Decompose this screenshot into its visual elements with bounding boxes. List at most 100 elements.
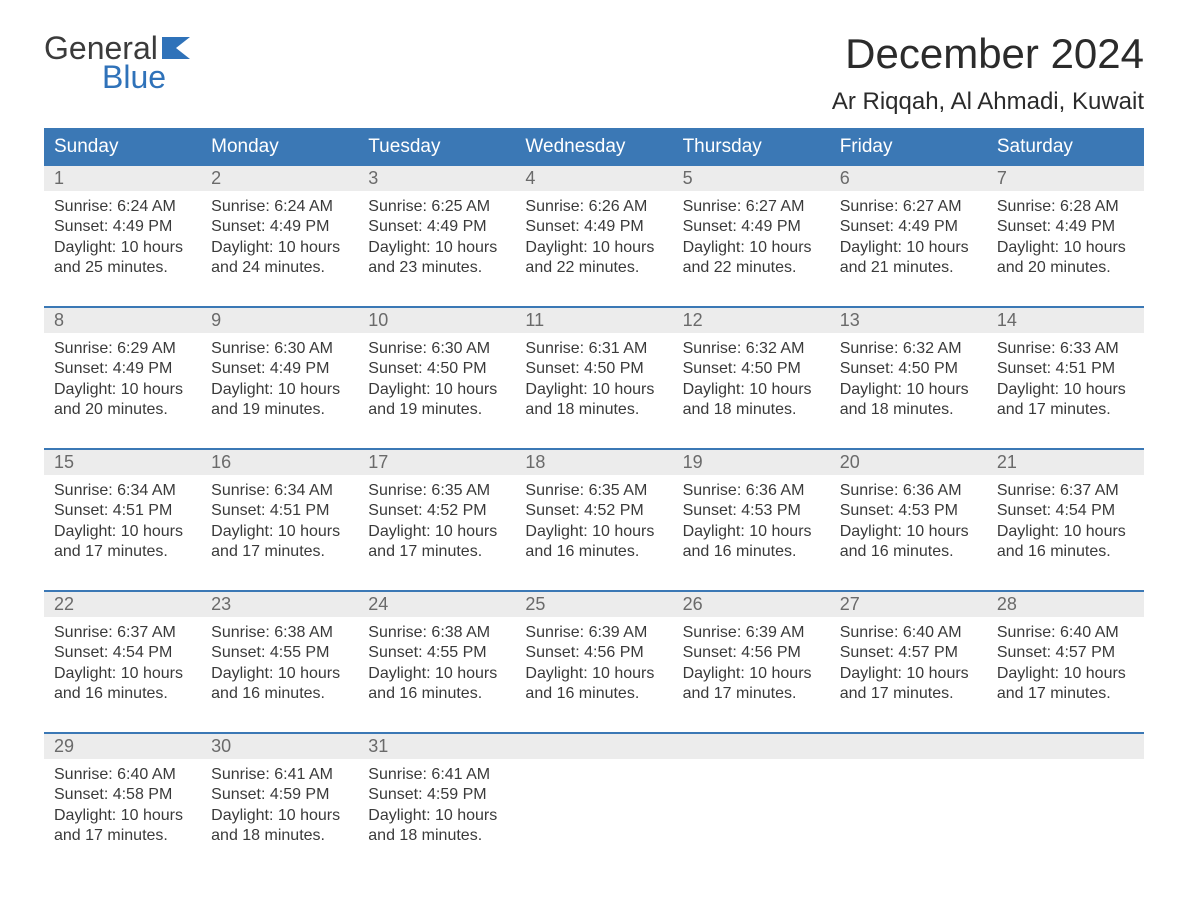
sunset-line: Sunset: 4:51 PM: [54, 501, 191, 521]
sunrise-line: Sunrise: 6:38 AM: [211, 623, 348, 643]
daylight-line: Daylight: 10 hours and 18 minutes.: [368, 806, 505, 847]
calendar-day: 1Sunrise: 6:24 AMSunset: 4:49 PMDaylight…: [44, 166, 201, 292]
sunrise-line: Sunrise: 6:32 AM: [840, 339, 977, 359]
day-number: 13: [830, 308, 987, 333]
day-number: 29: [44, 734, 201, 759]
weekday-header: Tuesday: [358, 128, 515, 166]
brand-logo: General Blue: [44, 30, 196, 96]
weekday-header: Saturday: [987, 128, 1144, 166]
day-body: Sunrise: 6:36 AMSunset: 4:53 PMDaylight:…: [830, 475, 987, 573]
day-number: 4: [515, 166, 672, 191]
day-body: [987, 759, 1144, 775]
daylight-line: Daylight: 10 hours and 19 minutes.: [211, 380, 348, 421]
day-body: Sunrise: 6:30 AMSunset: 4:49 PMDaylight:…: [201, 333, 358, 431]
day-number: [673, 734, 830, 759]
daylight-line: Daylight: 10 hours and 17 minutes.: [368, 522, 505, 563]
calendar-day: 19Sunrise: 6:36 AMSunset: 4:53 PMDayligh…: [673, 450, 830, 576]
calendar-day: 23Sunrise: 6:38 AMSunset: 4:55 PMDayligh…: [201, 592, 358, 718]
sunset-line: Sunset: 4:50 PM: [525, 359, 662, 379]
weekday-header: Wednesday: [515, 128, 672, 166]
day-body: Sunrise: 6:25 AMSunset: 4:49 PMDaylight:…: [358, 191, 515, 289]
day-number: 19: [673, 450, 830, 475]
daylight-line: Daylight: 10 hours and 20 minutes.: [997, 238, 1134, 279]
calendar-day: 17Sunrise: 6:35 AMSunset: 4:52 PMDayligh…: [358, 450, 515, 576]
day-number: 2: [201, 166, 358, 191]
day-number: 1: [44, 166, 201, 191]
calendar-day: 30Sunrise: 6:41 AMSunset: 4:59 PMDayligh…: [201, 734, 358, 860]
sunset-line: Sunset: 4:57 PM: [840, 643, 977, 663]
day-body: [515, 759, 672, 775]
daylight-line: Daylight: 10 hours and 16 minutes.: [54, 664, 191, 705]
daylight-line: Daylight: 10 hours and 16 minutes.: [525, 522, 662, 563]
day-body: Sunrise: 6:41 AMSunset: 4:59 PMDaylight:…: [201, 759, 358, 857]
daylight-line: Daylight: 10 hours and 17 minutes.: [54, 806, 191, 847]
day-number: 20: [830, 450, 987, 475]
sunrise-line: Sunrise: 6:37 AM: [997, 481, 1134, 501]
day-body: Sunrise: 6:34 AMSunset: 4:51 PMDaylight:…: [44, 475, 201, 573]
daylight-line: Daylight: 10 hours and 18 minutes.: [211, 806, 348, 847]
sunset-line: Sunset: 4:55 PM: [368, 643, 505, 663]
daylight-line: Daylight: 10 hours and 16 minutes.: [211, 664, 348, 705]
calendar-day: 8Sunrise: 6:29 AMSunset: 4:49 PMDaylight…: [44, 308, 201, 434]
calendar-day: 6Sunrise: 6:27 AMSunset: 4:49 PMDaylight…: [830, 166, 987, 292]
calendar-day: 4Sunrise: 6:26 AMSunset: 4:49 PMDaylight…: [515, 166, 672, 292]
calendar-day: 24Sunrise: 6:38 AMSunset: 4:55 PMDayligh…: [358, 592, 515, 718]
sunset-line: Sunset: 4:49 PM: [211, 217, 348, 237]
sunset-line: Sunset: 4:53 PM: [683, 501, 820, 521]
location-text: Ar Riqqah, Al Ahmadi, Kuwait: [832, 88, 1144, 116]
day-number: 27: [830, 592, 987, 617]
daylight-line: Daylight: 10 hours and 16 minutes.: [840, 522, 977, 563]
sunset-line: Sunset: 4:51 PM: [211, 501, 348, 521]
sunset-line: Sunset: 4:52 PM: [368, 501, 505, 521]
day-body: Sunrise: 6:41 AMSunset: 4:59 PMDaylight:…: [358, 759, 515, 857]
sunset-line: Sunset: 4:54 PM: [997, 501, 1134, 521]
weekday-header: Sunday: [44, 128, 201, 166]
title-block: December 2024 Ar Riqqah, Al Ahmadi, Kuwa…: [832, 30, 1144, 116]
day-body: Sunrise: 6:24 AMSunset: 4:49 PMDaylight:…: [201, 191, 358, 289]
calendar-day: 29Sunrise: 6:40 AMSunset: 4:58 PMDayligh…: [44, 734, 201, 860]
calendar-day: 14Sunrise: 6:33 AMSunset: 4:51 PMDayligh…: [987, 308, 1144, 434]
sunrise-line: Sunrise: 6:32 AM: [683, 339, 820, 359]
sunset-line: Sunset: 4:58 PM: [54, 785, 191, 805]
calendar-week: 1Sunrise: 6:24 AMSunset: 4:49 PMDaylight…: [44, 166, 1144, 292]
sunrise-line: Sunrise: 6:29 AM: [54, 339, 191, 359]
sunset-line: Sunset: 4:49 PM: [54, 359, 191, 379]
sunrise-line: Sunrise: 6:34 AM: [54, 481, 191, 501]
calendar-day: 15Sunrise: 6:34 AMSunset: 4:51 PMDayligh…: [44, 450, 201, 576]
sunset-line: Sunset: 4:49 PM: [683, 217, 820, 237]
sunset-line: Sunset: 4:50 PM: [368, 359, 505, 379]
calendar-day: 7Sunrise: 6:28 AMSunset: 4:49 PMDaylight…: [987, 166, 1144, 292]
sunset-line: Sunset: 4:49 PM: [54, 217, 191, 237]
sunset-line: Sunset: 4:59 PM: [211, 785, 348, 805]
daylight-line: Daylight: 10 hours and 18 minutes.: [683, 380, 820, 421]
day-number: [987, 734, 1144, 759]
sunrise-line: Sunrise: 6:27 AM: [683, 197, 820, 217]
day-body: Sunrise: 6:26 AMSunset: 4:49 PMDaylight:…: [515, 191, 672, 289]
sunset-line: Sunset: 4:57 PM: [997, 643, 1134, 663]
sunrise-line: Sunrise: 6:41 AM: [211, 765, 348, 785]
daylight-line: Daylight: 10 hours and 16 minutes.: [368, 664, 505, 705]
day-number: 16: [201, 450, 358, 475]
daylight-line: Daylight: 10 hours and 16 minutes.: [525, 664, 662, 705]
sunset-line: Sunset: 4:56 PM: [683, 643, 820, 663]
calendar-day: 12Sunrise: 6:32 AMSunset: 4:50 PMDayligh…: [673, 308, 830, 434]
day-number: 10: [358, 308, 515, 333]
calendar-week: 15Sunrise: 6:34 AMSunset: 4:51 PMDayligh…: [44, 448, 1144, 576]
calendar-day: 18Sunrise: 6:35 AMSunset: 4:52 PMDayligh…: [515, 450, 672, 576]
day-number: 5: [673, 166, 830, 191]
day-number: 17: [358, 450, 515, 475]
day-number: [830, 734, 987, 759]
calendar-day: 21Sunrise: 6:37 AMSunset: 4:54 PMDayligh…: [987, 450, 1144, 576]
calendar-day: [515, 734, 672, 860]
sunrise-line: Sunrise: 6:26 AM: [525, 197, 662, 217]
calendar-day: 9Sunrise: 6:30 AMSunset: 4:49 PMDaylight…: [201, 308, 358, 434]
sunrise-line: Sunrise: 6:24 AM: [211, 197, 348, 217]
sunrise-line: Sunrise: 6:30 AM: [368, 339, 505, 359]
day-number: 22: [44, 592, 201, 617]
day-body: Sunrise: 6:31 AMSunset: 4:50 PMDaylight:…: [515, 333, 672, 431]
day-body: Sunrise: 6:40 AMSunset: 4:57 PMDaylight:…: [987, 617, 1144, 715]
calendar-day: 16Sunrise: 6:34 AMSunset: 4:51 PMDayligh…: [201, 450, 358, 576]
calendar-day: 20Sunrise: 6:36 AMSunset: 4:53 PMDayligh…: [830, 450, 987, 576]
day-body: Sunrise: 6:37 AMSunset: 4:54 PMDaylight:…: [44, 617, 201, 715]
day-number: 12: [673, 308, 830, 333]
